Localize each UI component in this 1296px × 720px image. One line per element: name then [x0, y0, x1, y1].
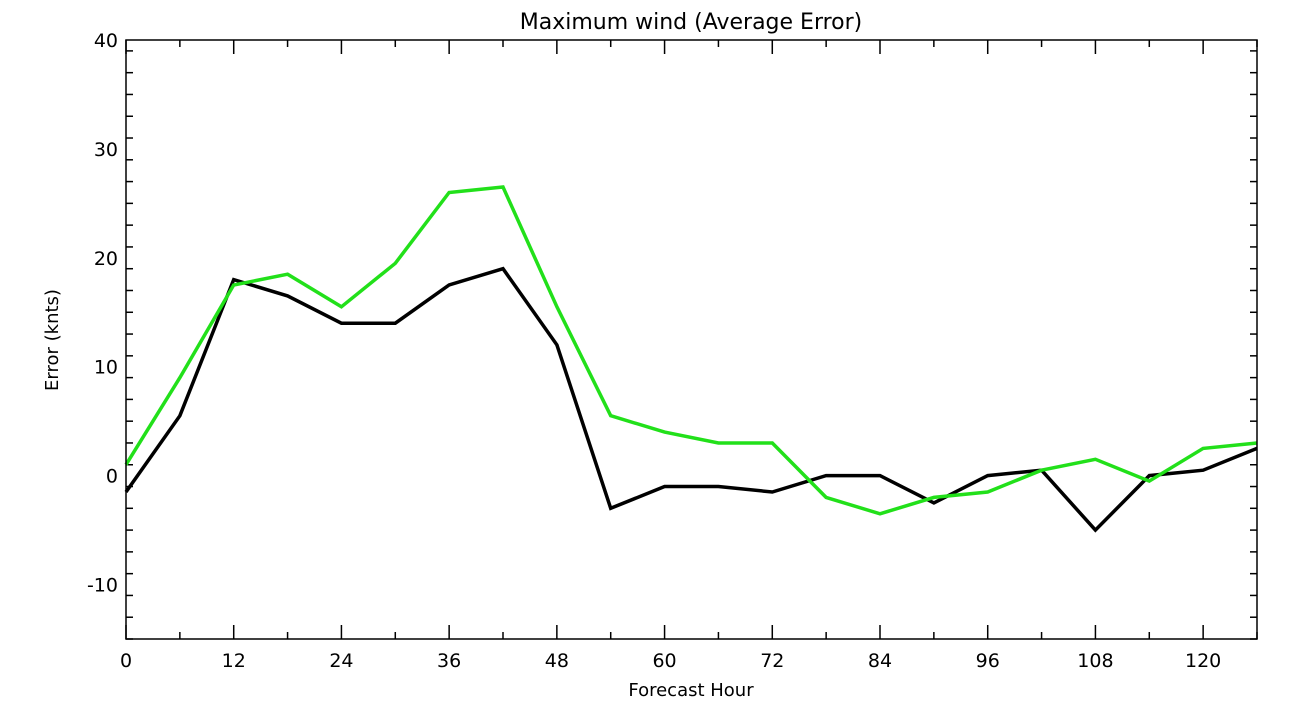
x-tick-label: 108: [1077, 650, 1113, 672]
y-tick-label: 40: [94, 30, 118, 52]
y-axis-label: Error (knts): [42, 289, 63, 391]
x-tick-label: 84: [868, 650, 892, 672]
y-tick-label: 10: [94, 357, 118, 379]
x-tick-label: 48: [545, 650, 569, 672]
x-tick-label: 36: [437, 650, 461, 672]
x-tick-label: 24: [329, 650, 353, 672]
x-tick-label: 72: [760, 650, 784, 672]
x-tick-label: 60: [652, 650, 676, 672]
series-line-1: [124, 266, 1258, 533]
y-tick-label: 0: [106, 466, 118, 488]
x-axis-label: Forecast Hour: [628, 680, 754, 701]
x-tick-label: 120: [1185, 650, 1221, 672]
chart-title: Maximum wind (Average Error): [520, 10, 863, 35]
axis-ticks: [125, 40, 1258, 640]
plot-frame: [125, 39, 1258, 640]
y-tick-label: 30: [94, 139, 118, 161]
x-tick-label: 0: [120, 650, 132, 672]
x-tick-label: 96: [976, 650, 1000, 672]
y-tick-label: -10: [87, 575, 118, 597]
x-tick-label: 12: [222, 650, 246, 672]
series-line-2: [124, 185, 1258, 516]
tick-labels: 0 12 24 36 48 60 72 84 96 108 120 -10 0 10 20 30 40: [87, 30, 1221, 672]
series-lines: [124, 185, 1258, 533]
y-tick-label: 20: [94, 248, 118, 270]
